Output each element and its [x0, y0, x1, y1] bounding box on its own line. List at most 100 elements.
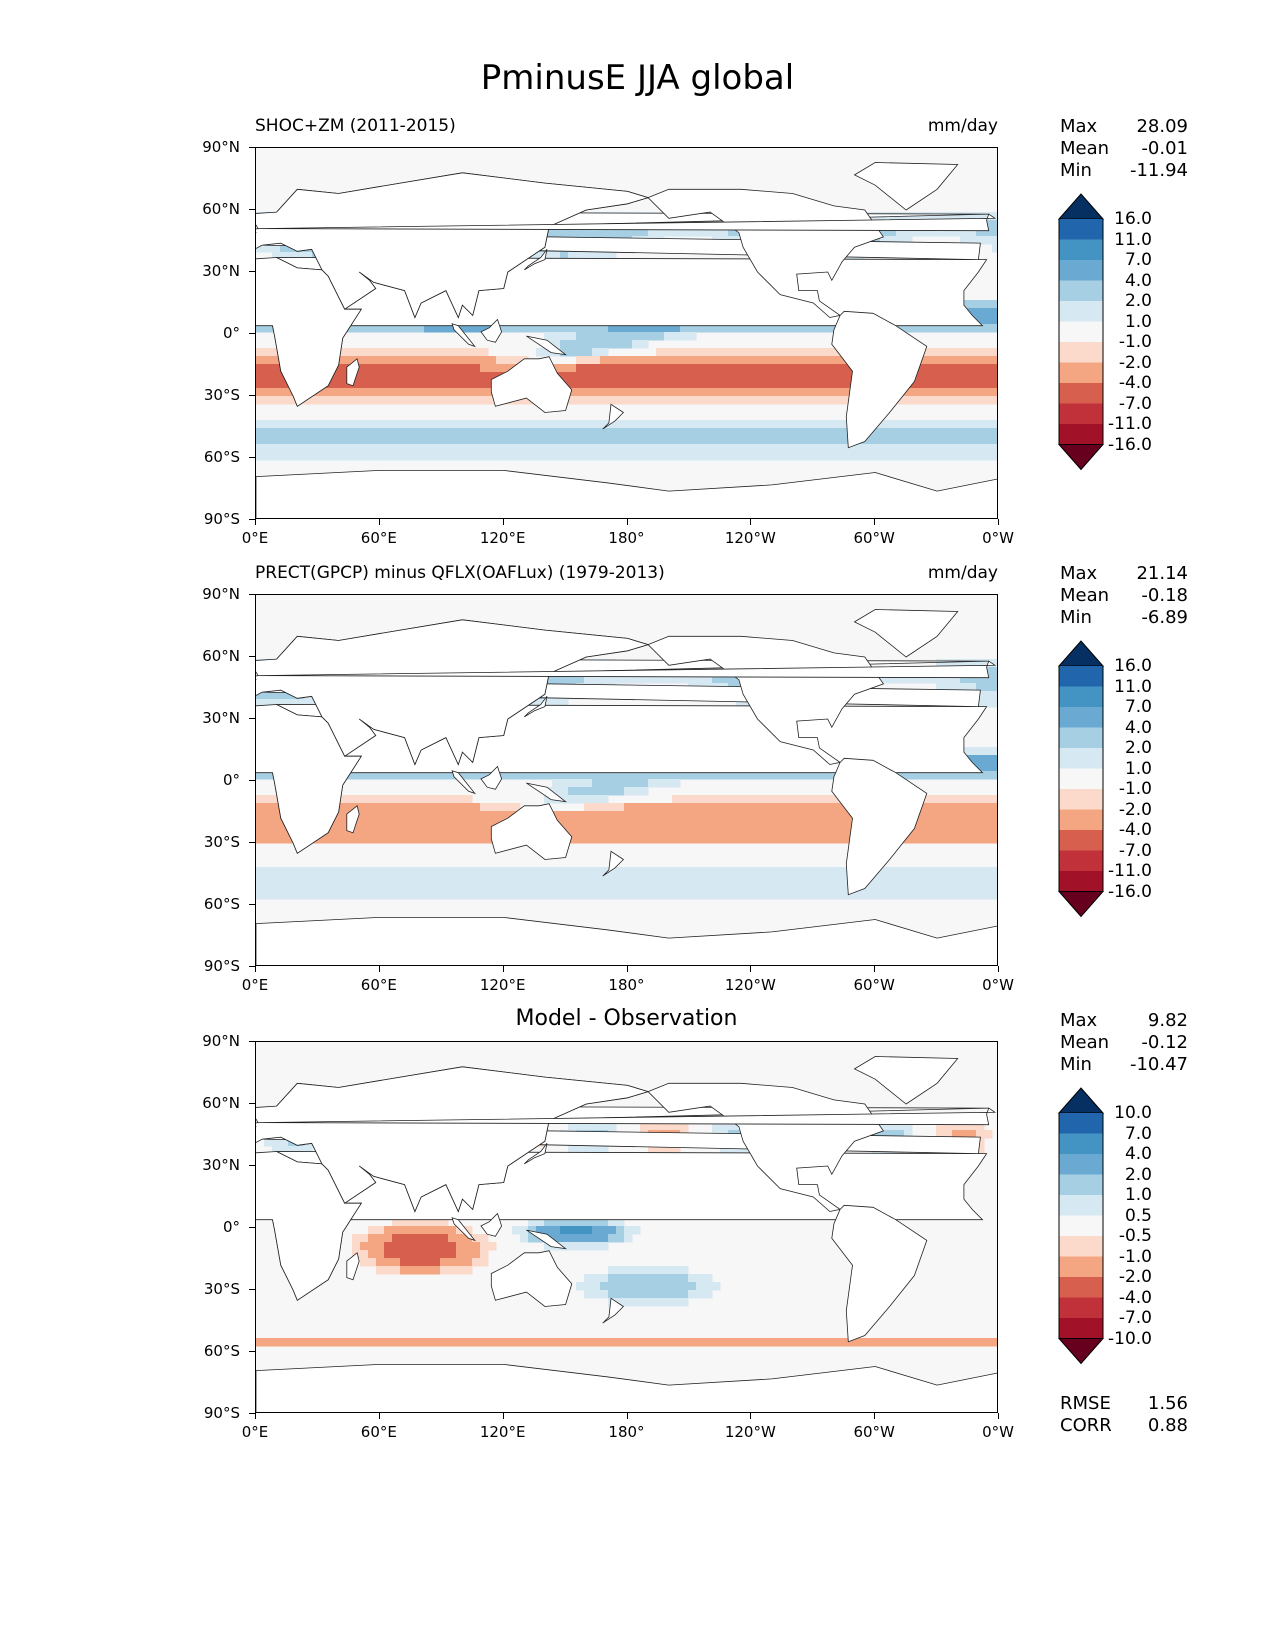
contour-cell: [376, 891, 385, 900]
contour-cell: [784, 356, 793, 365]
contour-cell: [808, 364, 817, 373]
contour-cell: [312, 1338, 321, 1347]
contour-cell: [776, 883, 785, 892]
x-tick-label: 120°W: [724, 976, 776, 994]
contour-cell: [752, 364, 761, 373]
contour-cell: [912, 380, 921, 389]
contour-cell: [936, 867, 945, 876]
contour-cell: [840, 827, 849, 836]
contour-cell: [528, 1338, 537, 1347]
contour-cell: [920, 675, 929, 684]
contour-cell: [584, 795, 593, 804]
contour-cell: [840, 835, 849, 844]
contour-cell: [440, 803, 449, 812]
contour-cell: [992, 388, 997, 397]
contour-cell: [976, 1122, 985, 1131]
contour-cell: [608, 1226, 617, 1235]
contour-cell: [552, 340, 561, 349]
contour-cell: [464, 835, 473, 844]
contour-cell: [968, 364, 977, 373]
coastline: [490, 1250, 573, 1307]
y-tick-label: 30°N: [202, 262, 240, 280]
contour-cell: [256, 452, 265, 461]
contour-cell: [456, 420, 465, 429]
contour-cell: [384, 883, 393, 892]
coastline: [451, 323, 476, 348]
contour-cell: [920, 883, 929, 892]
contour-cell: [888, 1122, 897, 1131]
contour-cell: [424, 444, 433, 453]
contour-cell: [832, 372, 841, 381]
contour-cell: [568, 779, 577, 788]
contour-cell: [784, 1338, 793, 1347]
contour-cell: [632, 891, 641, 900]
contour-cell: [736, 420, 745, 429]
contour-cell: [672, 771, 681, 780]
contour-cell: [672, 1266, 681, 1275]
contour-cell: [648, 436, 657, 445]
contour-cell: [792, 388, 801, 397]
contour-cell: [640, 1274, 649, 1283]
contour-cell: [464, 1242, 473, 1251]
contour-cell: [472, 891, 481, 900]
contour-cell: [944, 396, 953, 405]
contour-cell: [392, 803, 401, 812]
contour-cell: [368, 883, 377, 892]
contour-cell: [392, 827, 401, 836]
contour-cell: [944, 835, 953, 844]
contour-cell: [624, 875, 633, 884]
contour-cell: [552, 867, 561, 876]
contour-cell: [472, 436, 481, 445]
contour-cell: [336, 444, 345, 453]
contour-cell: [912, 891, 921, 900]
contour-cell: [336, 811, 345, 820]
contour-cell: [624, 332, 633, 341]
contour-cell: [520, 420, 529, 429]
contour-cell: [600, 787, 609, 796]
x-tick-label: 180°: [608, 529, 645, 547]
contour-cell: [992, 420, 997, 429]
contour-cell: [568, 891, 577, 900]
contour-cell: [352, 380, 361, 389]
contour-cell: [256, 244, 265, 253]
stat-value: -0.12: [1141, 1032, 1188, 1053]
contour-cell: [656, 803, 665, 812]
x-tick-label: 120°E: [479, 1423, 526, 1441]
contour-cell: [488, 452, 497, 461]
contour-cell: [416, 444, 425, 453]
contour-cell: [504, 1338, 513, 1347]
contour-cell: [888, 891, 897, 900]
contour-cell: [536, 452, 545, 461]
contour-cell: [664, 420, 673, 429]
contour-cell: [656, 444, 665, 453]
contour-cell: [408, 356, 417, 365]
contour-cell: [840, 380, 849, 389]
contour-cell: [384, 324, 393, 333]
contour-cell: [416, 324, 425, 333]
contour-cell: [664, 324, 673, 333]
contour-cell: [720, 380, 729, 389]
contour-cell: [824, 795, 833, 804]
stat-label: Max: [1060, 1010, 1098, 1031]
contour-cell: [456, 364, 465, 373]
contour-cell: [672, 1338, 681, 1347]
contour-cell: [448, 875, 457, 884]
contour-cell: [968, 891, 977, 900]
contour-cell: [408, 364, 417, 373]
stat-row: Mean -0.18: [1060, 585, 1188, 607]
contour-cell: [984, 755, 993, 764]
contour-cell: [600, 835, 609, 844]
contour-cell: [488, 867, 497, 876]
contour-cell: [416, 428, 425, 437]
contour-cell: [840, 867, 849, 876]
contour-cell: [368, 1234, 377, 1243]
contour-cell: [288, 396, 297, 405]
contour-cell: [368, 875, 377, 884]
contour-cell: [600, 452, 609, 461]
contour-cell: [928, 452, 937, 461]
contour-cell: [464, 827, 473, 836]
contour-cell: [688, 1274, 697, 1283]
contour-cell: [720, 875, 729, 884]
contour-cell: [608, 436, 617, 445]
contour-cell: [272, 372, 281, 381]
